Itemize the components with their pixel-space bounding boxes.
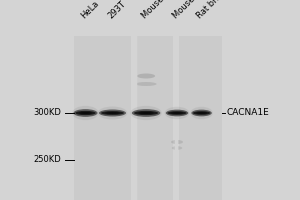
Ellipse shape: [72, 106, 99, 120]
Ellipse shape: [167, 111, 187, 115]
Ellipse shape: [165, 107, 189, 119]
FancyBboxPatch shape: [178, 36, 222, 200]
Ellipse shape: [130, 106, 162, 120]
Text: CACNA1E: CACNA1E: [226, 108, 269, 117]
Ellipse shape: [99, 109, 126, 116]
Ellipse shape: [191, 110, 212, 116]
Ellipse shape: [166, 110, 188, 116]
Ellipse shape: [171, 112, 183, 114]
Ellipse shape: [75, 111, 96, 115]
Ellipse shape: [138, 112, 154, 114]
Ellipse shape: [190, 107, 213, 119]
Text: 250KD: 250KD: [34, 156, 62, 164]
Ellipse shape: [98, 106, 127, 119]
Text: HeLa: HeLa: [79, 0, 100, 20]
Text: 293T: 293T: [106, 0, 127, 20]
Ellipse shape: [79, 112, 92, 114]
Text: Mouse brain: Mouse brain: [140, 0, 183, 20]
Ellipse shape: [137, 73, 155, 78]
Ellipse shape: [172, 146, 182, 150]
Ellipse shape: [136, 82, 157, 86]
Text: Rat brain: Rat brain: [195, 0, 229, 20]
Ellipse shape: [134, 111, 158, 115]
Text: Mouse liver: Mouse liver: [171, 0, 211, 20]
Ellipse shape: [171, 140, 183, 144]
Ellipse shape: [101, 111, 124, 115]
Ellipse shape: [196, 112, 207, 114]
Text: 300KD: 300KD: [34, 108, 62, 117]
FancyBboxPatch shape: [74, 36, 130, 200]
Ellipse shape: [132, 109, 160, 117]
Ellipse shape: [105, 112, 120, 114]
Ellipse shape: [193, 111, 210, 115]
Ellipse shape: [74, 109, 98, 117]
FancyBboxPatch shape: [136, 36, 172, 200]
